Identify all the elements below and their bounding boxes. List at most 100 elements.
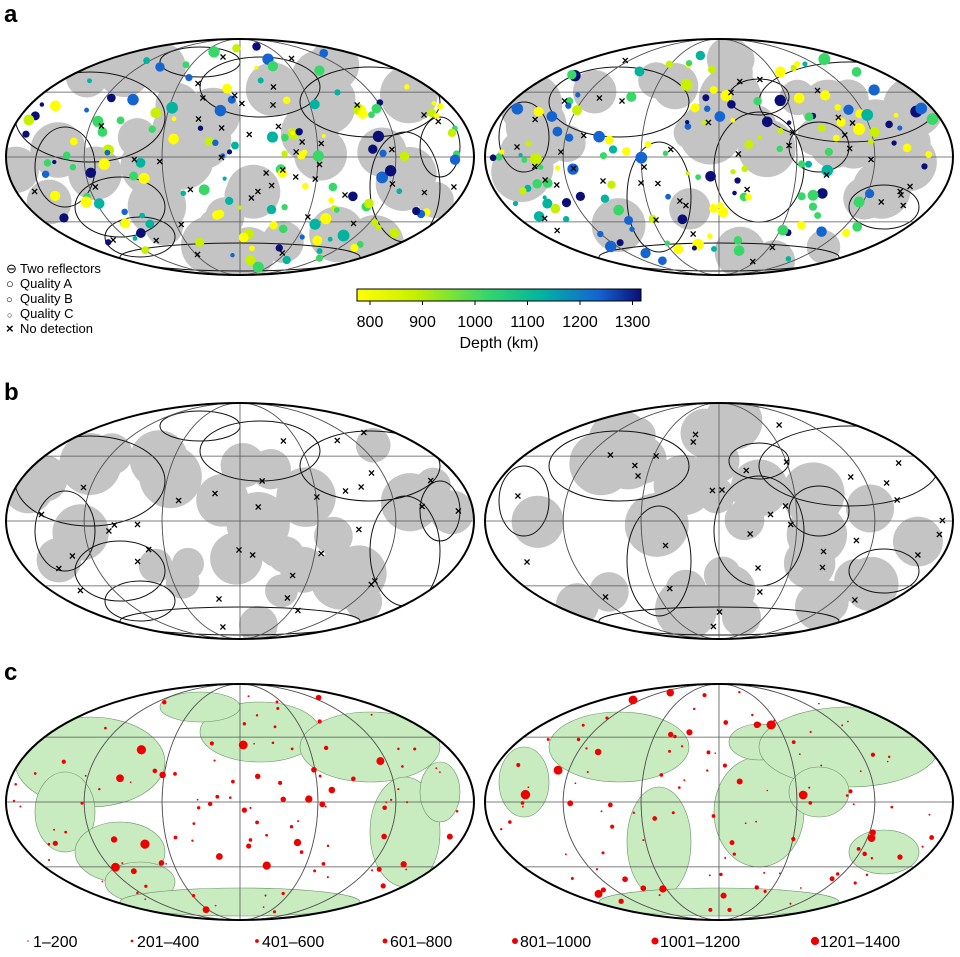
- depth-marker: [62, 151, 71, 160]
- depth-marker: [266, 204, 277, 215]
- map-b-left: ××××××× ×××××××××××× ××××××××××××××××: [5, 402, 475, 640]
- graticule: [6, 39, 474, 275]
- depth-marker: [52, 159, 57, 165]
- depth-marker: [314, 65, 325, 76]
- colorbar-tick-label: 900: [409, 314, 436, 331]
- depth-marker: [532, 178, 542, 189]
- coverage-disk: [197, 207, 240, 250]
- depth-marker: [447, 128, 457, 138]
- no-detection-marker: ×: [31, 184, 38, 198]
- panel-letter-a: a: [4, 1, 18, 28]
- coastline-4: [199, 56, 321, 118]
- count-marker: [229, 796, 232, 799]
- depth-marker: [104, 149, 111, 156]
- count-marker: [173, 835, 178, 840]
- no-detection-marker: ×: [371, 574, 378, 588]
- no-detection-marker: ×: [80, 480, 87, 494]
- count-marker: [264, 894, 267, 897]
- depth-marker: [269, 221, 278, 230]
- no-detection-marker: ×: [187, 183, 194, 197]
- coverage-disk: [6, 146, 39, 193]
- count-marker: [254, 773, 261, 780]
- count-marker: [668, 749, 672, 753]
- depth-marker: [230, 252, 235, 258]
- map-content: [485, 684, 953, 920]
- depth-marker: [312, 150, 324, 162]
- no-detection-marker: ×: [728, 86, 735, 100]
- depth-marker: [195, 237, 205, 247]
- depth-marker: [565, 102, 572, 109]
- count-marker: [326, 844, 330, 848]
- depth-marker: [533, 106, 544, 117]
- depth-marker: [552, 126, 563, 137]
- count-marker: [856, 846, 861, 851]
- depth-marker: [371, 218, 379, 226]
- coverage-disk: [589, 572, 629, 612]
- no-detection-marker: ×: [231, 89, 238, 103]
- no-detection-marker: ×: [216, 592, 223, 606]
- count-marker: [152, 768, 158, 774]
- count-marker: [659, 885, 667, 893]
- coverage-disk: [720, 42, 755, 77]
- depth-marker: [741, 165, 748, 173]
- depth-marker: [709, 203, 718, 213]
- count-marker: [702, 693, 707, 698]
- no-detection-marker: ×: [736, 74, 743, 88]
- depth-marker: [853, 196, 865, 208]
- depth-marker: [267, 60, 279, 72]
- count-marker: [255, 714, 259, 717]
- legend-glyph-no-detection: ×: [6, 321, 14, 336]
- depth-marker: [902, 143, 912, 153]
- count-marker: [173, 771, 177, 776]
- count-marker: [500, 827, 503, 831]
- depth-marker: [139, 212, 145, 219]
- count-marker: [527, 786, 530, 789]
- count-marker: [640, 885, 647, 892]
- count-marker: [401, 765, 404, 768]
- count-marker: [293, 838, 302, 847]
- count-marker: [136, 891, 139, 895]
- count-marker: [829, 876, 835, 882]
- no-detection-marker: ×: [316, 158, 323, 172]
- depth-marker: [705, 170, 716, 182]
- depth-marker: [321, 134, 326, 139]
- depth-marker: [412, 206, 421, 216]
- count-marker: [706, 750, 711, 755]
- map-a-left: ×××××××××××××××××× ××××××××××××××××××××××…: [5, 38, 475, 276]
- no-detection-marker: ×: [284, 591, 291, 605]
- no-detection-marker: ×: [368, 578, 375, 592]
- no-detection-marker: ×: [421, 186, 428, 200]
- count-marker: [247, 695, 250, 698]
- depth-marker: [399, 151, 410, 162]
- depth-marker: [319, 48, 329, 58]
- count-marker: [390, 798, 393, 801]
- count-marker: [144, 898, 147, 901]
- depth-marker: [843, 104, 854, 115]
- depth-marker: [309, 99, 320, 110]
- markers: ××××××××××××××××××××××××××××××××××××××××…: [489, 50, 939, 268]
- no-detection-marker: ×: [77, 583, 84, 597]
- depth-marker: [337, 229, 350, 242]
- count-marker: [290, 747, 294, 751]
- coverage-disk: [724, 500, 765, 541]
- depth-marker: [821, 164, 834, 177]
- depth-marker: [185, 74, 193, 82]
- count-marker: [570, 877, 574, 881]
- no-detection-marker: ×: [218, 151, 225, 165]
- graticule: [485, 403, 953, 639]
- depth-marker: [299, 234, 305, 240]
- depth-marker: [926, 113, 939, 125]
- depth-marker: [753, 97, 762, 106]
- count-marker: [140, 839, 150, 849]
- count-marker: [852, 803, 855, 806]
- count-marker: [841, 724, 844, 727]
- depth-marker: [685, 60, 693, 67]
- depth-marker: [665, 193, 671, 200]
- count-marker: [129, 781, 132, 784]
- coastline-9: [419, 116, 461, 178]
- depth-marker: [282, 255, 291, 265]
- depth-marker: [533, 211, 545, 222]
- no-detection-marker: ×: [354, 98, 361, 112]
- depth-marker: [129, 171, 139, 181]
- depth-marker: [23, 114, 35, 126]
